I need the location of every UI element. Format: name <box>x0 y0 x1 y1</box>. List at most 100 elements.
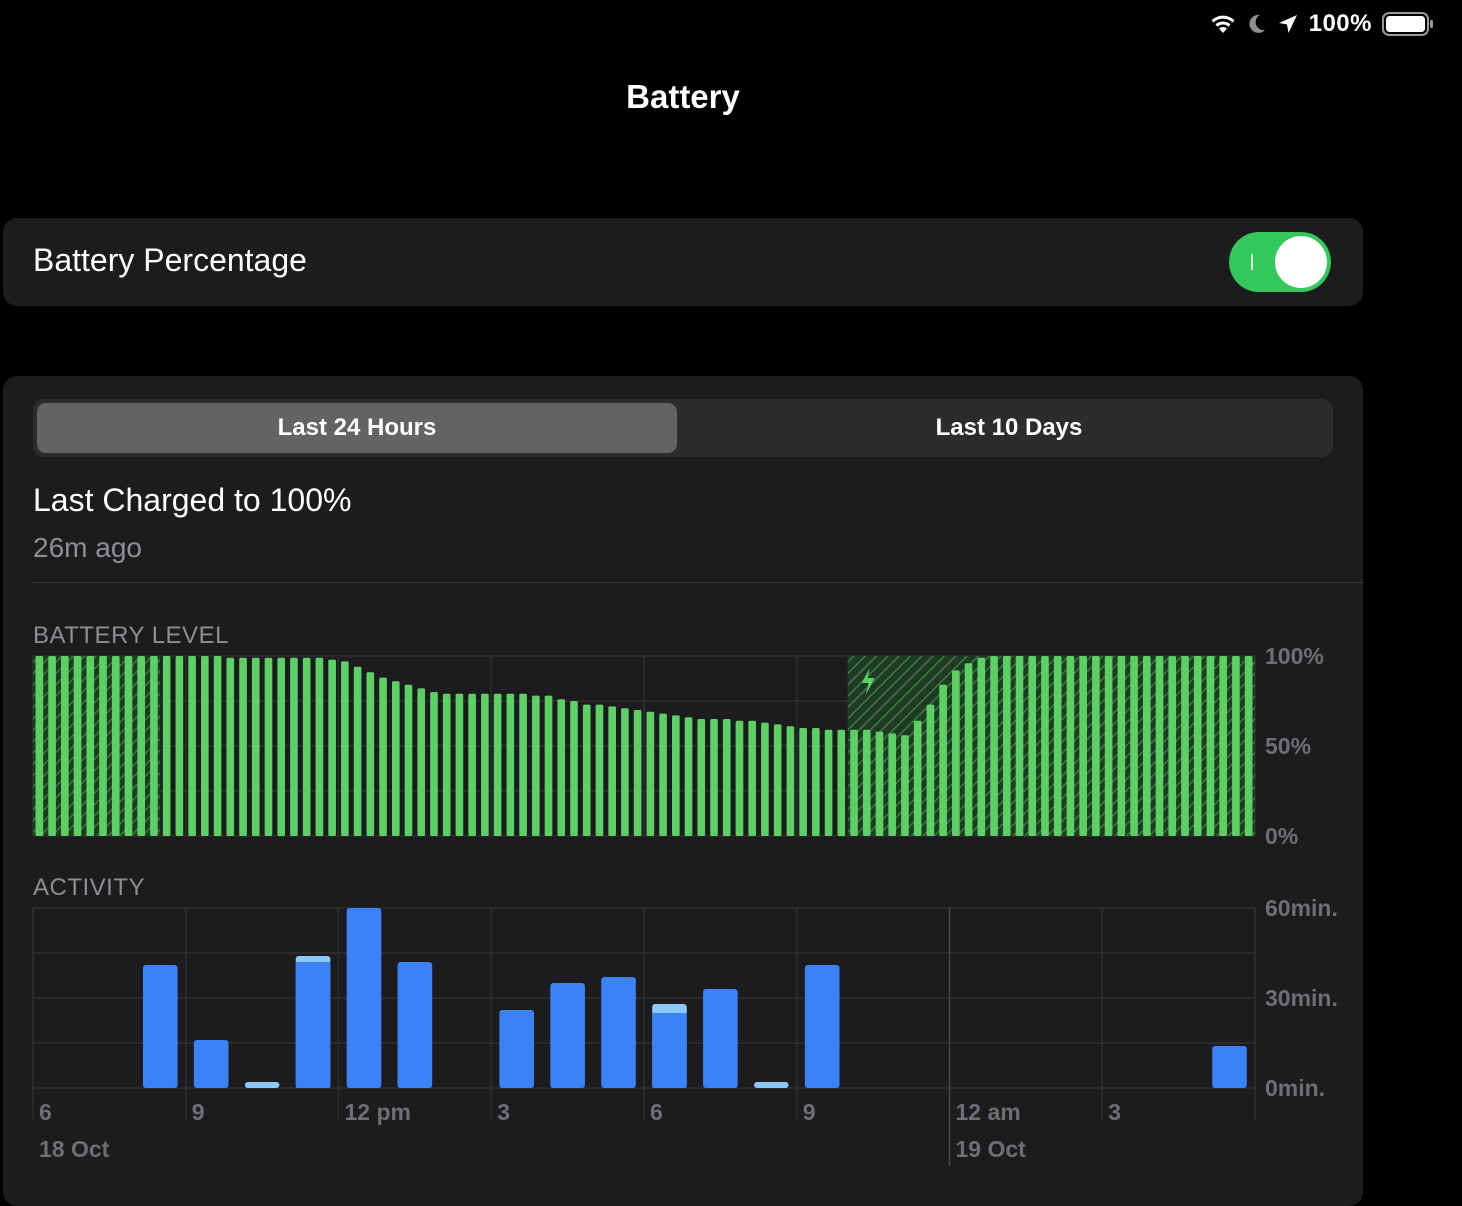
battery-bar <box>812 728 820 836</box>
battery-bar <box>824 729 833 836</box>
battery-bar <box>1244 656 1253 836</box>
battery-bar <box>697 719 706 836</box>
battery-bar <box>1041 656 1049 836</box>
battery-bar <box>264 657 273 836</box>
activity-bar-screen-off <box>244 1082 280 1088</box>
battery-bar <box>493 693 502 836</box>
battery-bar <box>964 663 973 836</box>
battery-bar <box>608 706 616 836</box>
activity-chart: 60min. 30min. 0min. 6 9 12 pm 3 6 9 12 am 3 18 Oct… <box>32 898 1338 1166</box>
battery-bar <box>672 715 680 836</box>
battery-bar <box>977 657 986 836</box>
activity-bar-screen-on <box>601 977 636 1088</box>
tab-last-10-days[interactable]: Last 10 Days <box>935 414 1083 441</box>
battery-bar <box>417 688 426 836</box>
battery-bar <box>162 656 171 836</box>
date-label-19-oct: 19 Oct <box>956 1136 1027 1162</box>
battery-icon <box>1382 12 1434 36</box>
battery-percentage-label: Battery Percentage <box>33 242 307 278</box>
activity-y-tick: 30min. <box>1265 985 1338 1011</box>
battery-bar <box>391 681 400 836</box>
battery-bar <box>137 656 146 836</box>
battery-bar <box>111 656 120 836</box>
battery-bar <box>1015 656 1024 836</box>
battery-bar <box>1219 656 1227 836</box>
battery-bar <box>710 719 718 836</box>
battery-bar <box>926 704 935 836</box>
battery-percentage-toggle[interactable] <box>1229 232 1331 292</box>
activity-heading: ACTIVITY <box>33 874 146 901</box>
wifi-icon <box>1209 13 1237 35</box>
battery-bar <box>99 656 107 836</box>
battery-bar <box>86 656 95 836</box>
battery-bar <box>761 722 769 836</box>
battery-bar <box>1193 656 1202 836</box>
battery-bar <box>1155 656 1164 836</box>
battery-bar <box>73 656 82 836</box>
activity-x-tick: 3 <box>497 1099 510 1125</box>
battery-bar <box>61 656 69 836</box>
battery-bar <box>735 720 744 836</box>
activity-bar-screen-on <box>804 965 840 1088</box>
battery-bar <box>315 657 324 836</box>
battery-bar <box>201 656 209 836</box>
battery-bar <box>1104 656 1113 836</box>
battery-bar <box>175 656 184 836</box>
last-charged-subtitle: 26m ago <box>33 532 142 563</box>
battery-bar <box>1232 656 1240 836</box>
battery-usage-card: Last 24 Hours Last 10 Days Last Charged … <box>3 376 1363 1206</box>
activity-bar-screen-on <box>1212 1046 1247 1088</box>
battery-bar <box>570 701 578 836</box>
battery-bar <box>124 656 133 836</box>
battery-bar <box>773 724 782 836</box>
battery-bar <box>1130 656 1138 836</box>
battery-bar <box>455 693 464 836</box>
activity-x-tick: 6 <box>39 1099 52 1125</box>
battery-bar <box>213 656 222 836</box>
battery-bar <box>251 657 260 836</box>
battery-bar <box>35 656 44 836</box>
activity-y-tick: 60min. <box>1265 898 1338 921</box>
battery-bar <box>595 704 604 836</box>
activity-x-tick: 6 <box>650 1099 663 1125</box>
battery-percentage-row: Battery Percentage <box>3 218 1363 306</box>
activity-x-tick: 9 <box>192 1099 205 1125</box>
battery-bar <box>341 661 349 836</box>
last-charged-title: Last Charged to 100% <box>33 482 352 518</box>
battery-bar <box>901 735 909 836</box>
battery-bar <box>1092 656 1100 836</box>
battery-bar <box>1168 656 1177 836</box>
battery-bar <box>1066 656 1075 836</box>
date-label-18-oct: 18 Oct <box>39 1136 110 1162</box>
battery-bar <box>582 704 591 836</box>
battery-bar <box>684 717 693 836</box>
activity-bar-screen-on <box>397 962 433 1088</box>
battery-bar <box>302 657 311 836</box>
battery-bar <box>379 677 387 836</box>
battery-bar <box>862 729 871 836</box>
battery-bar <box>722 719 731 836</box>
activity-x-tick: 9 <box>803 1099 816 1125</box>
activity-x-tick: 12 pm <box>345 1099 411 1125</box>
battery-bar <box>353 666 362 836</box>
battery-bar <box>786 726 795 836</box>
battery-bar <box>799 728 807 836</box>
battery-bar <box>48 656 56 836</box>
activity-bar-screen-on <box>295 962 331 1088</box>
battery-bar <box>1028 656 1037 836</box>
activity-bar-screen-on <box>346 908 382 1088</box>
battery-bar <box>621 708 629 836</box>
battery-bar <box>939 684 947 836</box>
battery-bar <box>404 684 413 836</box>
battery-bar <box>519 693 527 836</box>
battery-bar <box>188 656 196 836</box>
battery-bar <box>239 657 247 836</box>
battery-bar <box>837 729 846 836</box>
battery-bar <box>888 733 897 836</box>
battery-bar <box>226 657 235 836</box>
battery-bar <box>875 731 884 836</box>
battery-bar <box>1117 656 1126 836</box>
battery-bar <box>952 670 960 836</box>
battery-y-tick: 100% <box>1265 646 1324 669</box>
tab-last-24-hours[interactable]: Last 24 Hours <box>37 403 677 453</box>
